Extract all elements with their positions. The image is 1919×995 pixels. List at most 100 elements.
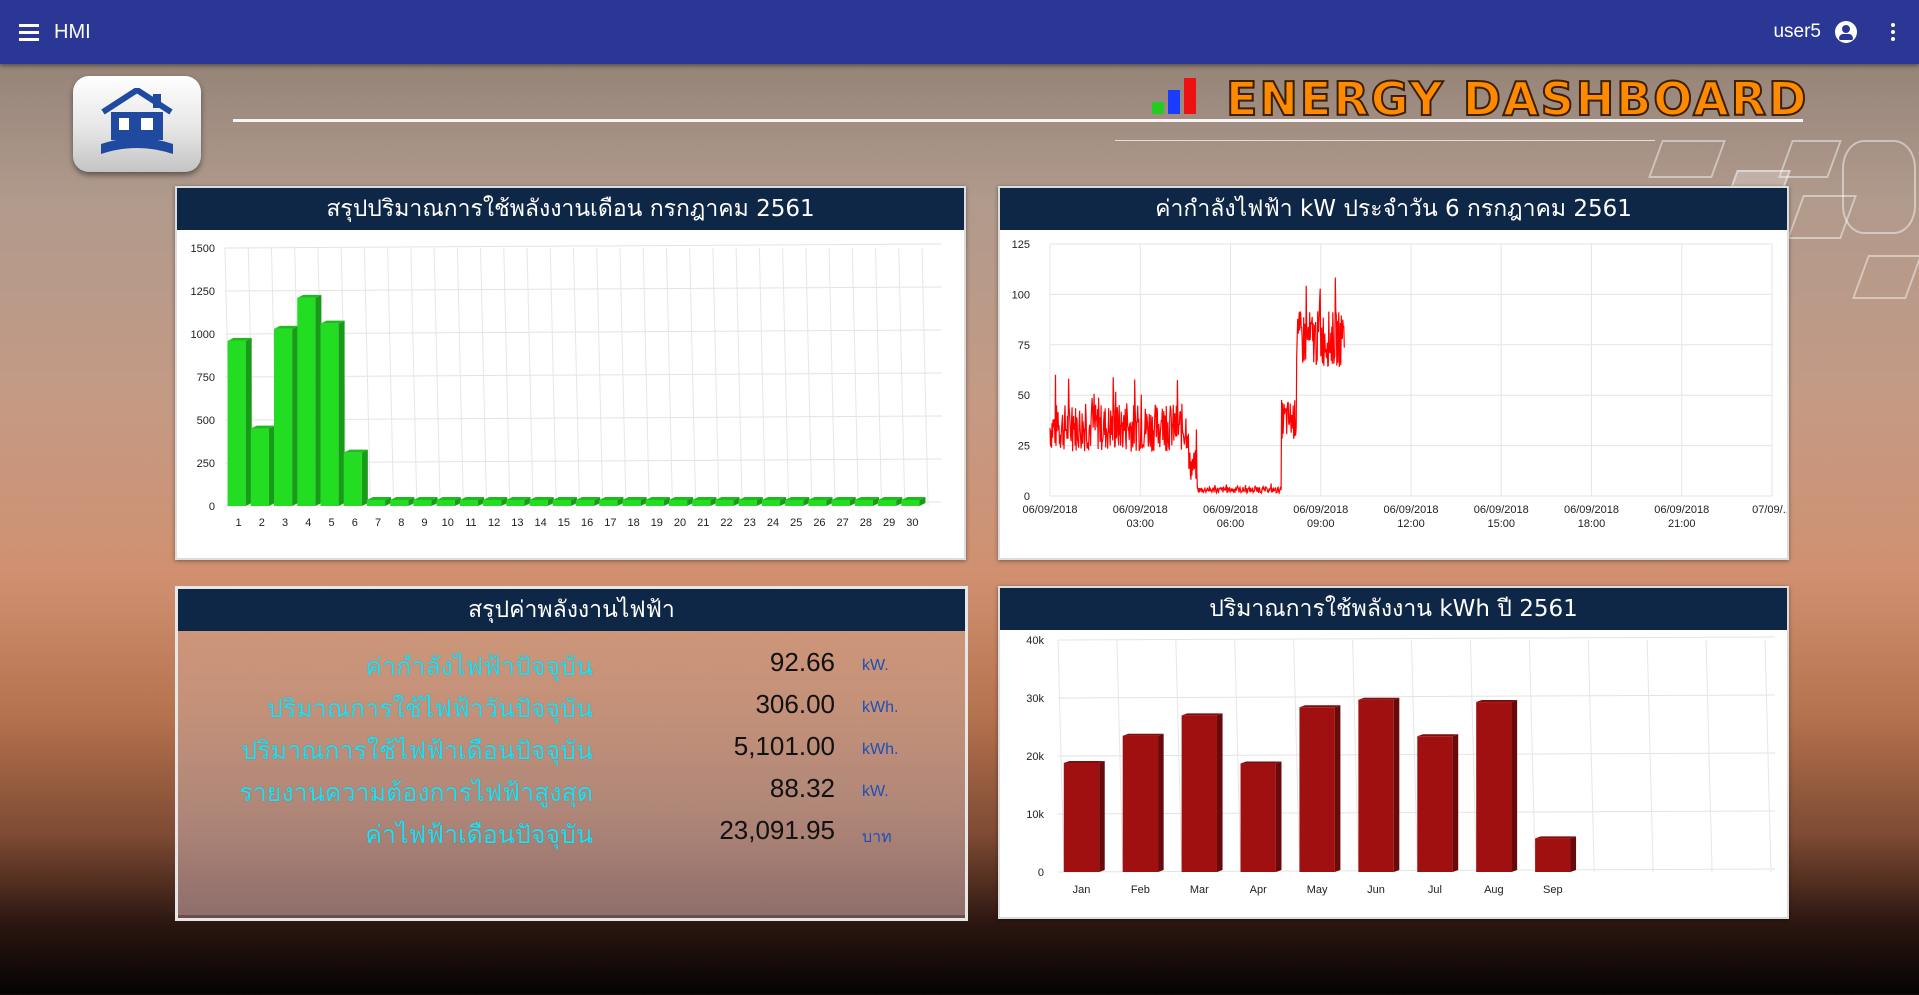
- bar: [1417, 736, 1453, 872]
- summary-value: 306.00: [755, 689, 835, 719]
- x-tick-label: 28: [860, 517, 872, 529]
- summary-value: 23,091.95: [719, 815, 835, 845]
- gridline: [851, 247, 859, 507]
- bar-top: [320, 320, 345, 324]
- energy-summary-body: ค่ากำลังไฟฟ้าปัจจุบัน 92.66 kW. ปริมาณกา…: [178, 631, 965, 915]
- bar-top: [436, 497, 461, 500]
- bar-side: [1158, 733, 1164, 872]
- x-tick-label: 06/09/2018: [1113, 504, 1168, 516]
- gridline: [642, 247, 650, 507]
- x-tick-label: 14: [535, 517, 547, 529]
- x-tick-label: 06/09/2018: [1564, 504, 1619, 516]
- summary-row: ปริมาณการใช้ไฟฟ้าวันปัจจุบัน 306.00 kWh.: [178, 689, 965, 731]
- gridline: [875, 247, 883, 507]
- bar-side: [268, 425, 275, 506]
- y-tick-label: 100: [1012, 289, 1030, 301]
- x-tick-label: 26: [813, 517, 825, 529]
- gridline: [1705, 639, 1713, 873]
- bar: [901, 500, 920, 506]
- bar: [854, 500, 873, 506]
- gridline: [224, 286, 943, 292]
- daily-power-chart: 0 25 50 75 100 125 06/09/2018 06/09/2018 03:00 06…: [1012, 239, 1787, 530]
- gridline: [480, 247, 488, 507]
- gridline: [1234, 639, 1242, 873]
- monthly-energy-title: สรุปปริมาณการใช้พลังงานเดือน กรกฎาคม 256…: [177, 188, 964, 230]
- bar-top: [854, 497, 879, 500]
- summary-label: ค่าไฟฟ้าเดือนปัจจุบัน: [365, 820, 593, 849]
- x-tick-label: 06/09/2018: [1383, 504, 1438, 516]
- bar: [297, 297, 316, 506]
- energy-summary-panel: สรุปค่าพลังงานไฟฟ้า ค่ากำลังไฟฟ้าปัจจุบั…: [175, 586, 968, 921]
- gridline: [921, 247, 929, 507]
- gridline: [224, 243, 943, 249]
- bar-top: [1063, 760, 1105, 763]
- bar-side: [1275, 761, 1282, 872]
- home-button[interactable]: [73, 76, 201, 172]
- account-circle-icon[interactable]: [1835, 21, 1857, 43]
- bar: [1299, 707, 1335, 872]
- bar: [715, 500, 734, 506]
- y-tick-label: 0: [1024, 491, 1030, 503]
- bar-chart-icon: [1150, 78, 1200, 114]
- header-divider: [233, 119, 1803, 122]
- y-tick-label: 1500: [191, 243, 215, 255]
- x-tick-label: 06/09/2018: [1203, 504, 1258, 516]
- x-tick-label: Feb: [1131, 884, 1150, 896]
- y-tick-label: 500: [197, 415, 215, 427]
- bar-top: [459, 497, 485, 500]
- bar: [227, 340, 246, 506]
- x-tick-label: 2: [259, 517, 265, 529]
- bar-top: [808, 497, 833, 500]
- bar: [761, 500, 781, 506]
- bar: [808, 500, 827, 506]
- bar-top: [576, 497, 601, 500]
- y-tick-label: 750: [197, 372, 215, 384]
- bar-top: [715, 497, 740, 500]
- gridline: [573, 247, 580, 507]
- bar-top: [390, 497, 415, 500]
- bar-side: [687, 497, 694, 506]
- x-tick-label: 8: [398, 517, 404, 529]
- gridline: [828, 247, 836, 507]
- user-name[interactable]: user5: [1773, 21, 1821, 42]
- bar-top: [250, 425, 275, 429]
- y-tick-label: 75: [1018, 340, 1030, 352]
- bar-side: [1511, 700, 1518, 872]
- x-tick-label: 11: [465, 517, 476, 529]
- bar-side: [245, 337, 252, 506]
- gridline: [689, 247, 697, 507]
- daily-power-title: ค่ากำลังไฟฟ้า kW ประจำวัน 6 กรกฎาคม 2561: [1000, 188, 1787, 230]
- bar: [785, 500, 804, 506]
- gridline: [758, 247, 766, 507]
- x-tick-label: 15: [558, 517, 570, 529]
- more-vert-icon[interactable]: [1881, 17, 1905, 47]
- menu-icon[interactable]: [14, 17, 44, 47]
- hexagon-decoration: [1778, 140, 1842, 178]
- x-tick-label: 13: [511, 517, 523, 529]
- x-tick-label: 12:00: [1397, 518, 1425, 530]
- bar-top: [761, 497, 787, 500]
- bar: [576, 500, 595, 506]
- home-icon: [101, 88, 173, 154]
- gridline: [526, 247, 534, 507]
- x-tick-label: 9: [421, 517, 427, 529]
- bar-top: [1240, 761, 1282, 764]
- bar: [436, 500, 455, 506]
- gridline: [1057, 639, 1065, 873]
- bar-side: [431, 497, 438, 506]
- bar-side: [338, 320, 345, 506]
- x-tick-label: 21:00: [1668, 518, 1696, 530]
- x-tick-label: 06/09/2018: [1474, 504, 1529, 516]
- gridline: [735, 247, 743, 507]
- bar-top: [878, 497, 903, 500]
- x-tick-label: Jul: [1428, 884, 1442, 896]
- gridline: [433, 247, 441, 507]
- x-tick-label: 15:00: [1487, 518, 1515, 530]
- x-tick-label: 12: [488, 517, 500, 529]
- bar-top: [274, 325, 299, 329]
- summary-value: 88.32: [769, 773, 835, 803]
- gridline: [1587, 639, 1595, 873]
- bar: [1063, 762, 1100, 872]
- bar-top: [1122, 733, 1164, 736]
- gridline: [456, 247, 464, 507]
